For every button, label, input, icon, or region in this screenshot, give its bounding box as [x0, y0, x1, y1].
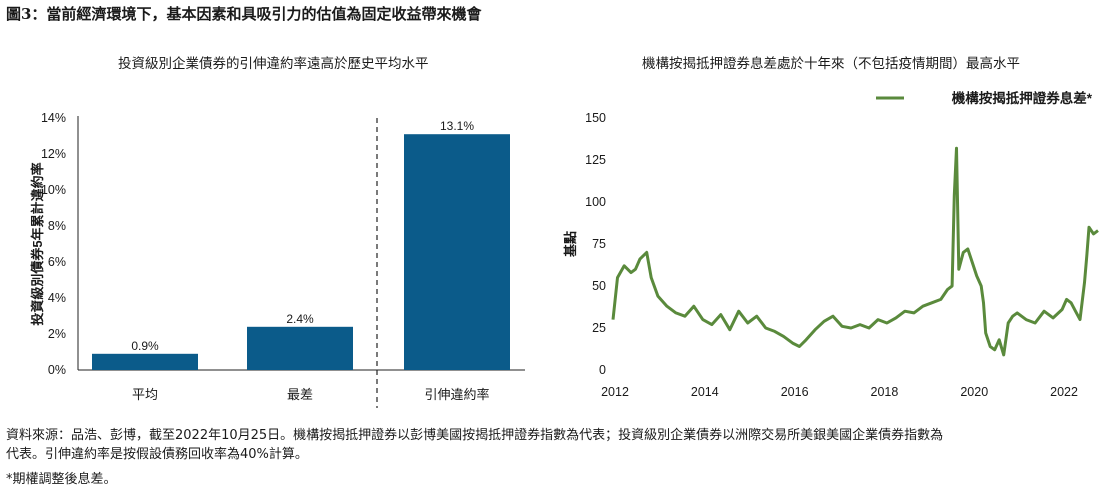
line-y-tick-label: 50 — [592, 279, 606, 293]
line-y-tick-label: 25 — [592, 321, 606, 335]
bar-y-tick-label: 14% — [41, 111, 66, 125]
line-y-tick-label: 0 — [599, 363, 606, 377]
figure-title: 圖3：當前經濟環境下，基本因素和具吸引力的估值為固定收益帶來機會 — [6, 5, 482, 23]
legend-label: 機構按揭抵押證券息差* — [952, 90, 1093, 106]
bar-y-tick-label: 0% — [48, 363, 66, 377]
bar-y-tick-label: 2% — [48, 327, 66, 341]
bar-chart: 0% 2% 4% 6% 8% 10% 12% 14% 投資級別債券5年累計違約率 0.9% 平均 2.… — [30, 111, 525, 408]
bar-data-label: 0.9% — [131, 339, 159, 353]
line-y-tick-label: 125 — [585, 153, 606, 167]
line-x-tick-label: 2020 — [960, 385, 988, 399]
bar-data-label: 13.1% — [440, 119, 474, 133]
source-note-line1: 資料來源：品浩、彭博，截至2022年10月25日。機構按揭抵押證券以彭博美國按揭… — [6, 428, 944, 443]
line-x-tick-label: 2012 — [601, 385, 629, 399]
bar-data-label: 2.4% — [286, 312, 314, 326]
bar-y-tick-label: 8% — [48, 219, 66, 233]
bar-category-label: 最差 — [287, 387, 313, 402]
line-y-tick-label: 150 — [585, 111, 606, 125]
bar-y-tick-label: 6% — [48, 255, 66, 269]
bar-y-tick-label: 4% — [48, 291, 66, 305]
bar-y-tick-label: 12% — [41, 147, 66, 161]
bar-category-label: 引伸違約率 — [424, 387, 489, 402]
bar-2 — [247, 326, 353, 370]
line-x-tick-label: 2014 — [691, 385, 719, 399]
source-note-line2: 代表。引伸違約率是按假設債務回收率為40%計算。 — [6, 447, 308, 462]
bar-category-label: 平均 — [132, 387, 158, 402]
line-y-axis-label: 基點 — [563, 231, 578, 258]
line-x-tick-label: 2016 — [781, 385, 809, 399]
line-y-tick-label: 75 — [592, 237, 606, 251]
line-chart: 0 25 50 75 100 125 150 2012 2014 2016 2018 2020 2022… — [563, 90, 1099, 399]
line-chart-title: 機構按揭抵押證券息差處於十年來（不包括疫情期間）最高水平 — [642, 56, 1020, 72]
line-x-tick-label: 2018 — [871, 385, 899, 399]
bar-chart-title: 投資級別企業債券的引伸違約率遠高於歷史平均水平 — [118, 56, 429, 72]
bar-y-axis-label: 投資級別債券5年累計違約率 — [30, 162, 45, 325]
oas-footnote: *期權調整後息差。 — [6, 472, 117, 487]
bar-1 — [92, 353, 198, 370]
bar-3 — [404, 134, 510, 370]
line-y-tick-label: 100 — [585, 195, 606, 209]
bar-y-tick-label: 10% — [41, 183, 66, 197]
line-x-tick-label: 2022 — [1050, 385, 1078, 399]
oas-series-line — [611, 146, 1099, 357]
